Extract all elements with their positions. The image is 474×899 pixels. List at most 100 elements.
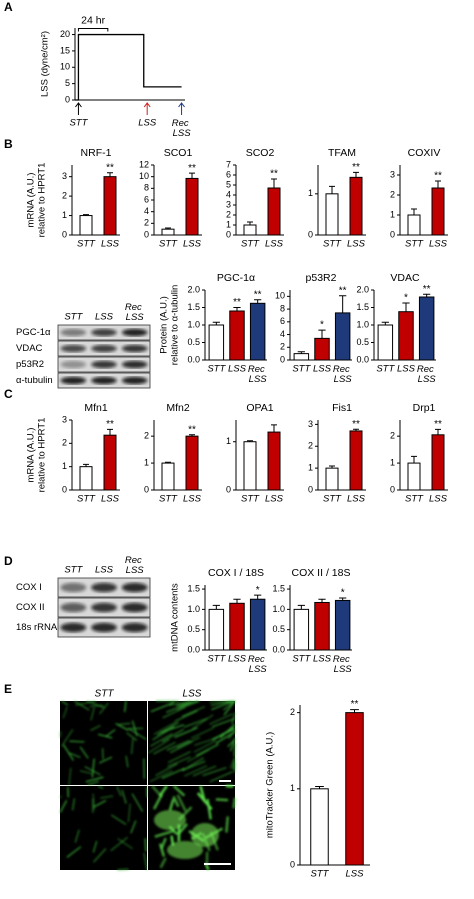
mito-strand xyxy=(131,738,134,755)
mito-strand xyxy=(100,795,114,799)
mito-strand xyxy=(74,829,80,843)
blot-row-label: PGC-1α xyxy=(16,327,51,338)
label-line: Rec xyxy=(333,364,353,375)
bar xyxy=(229,602,245,651)
error-bar xyxy=(435,180,441,188)
error-bar xyxy=(189,172,195,179)
axis xyxy=(74,28,185,101)
y-tick-label: 2.0 xyxy=(187,284,200,294)
mito-strand xyxy=(169,740,193,754)
blot-band xyxy=(91,602,117,613)
mito-strand xyxy=(79,746,89,759)
x-tick-label: STT xyxy=(323,239,342,250)
panel-label: B xyxy=(4,137,13,151)
mito-strand xyxy=(174,727,198,738)
error-bar xyxy=(83,463,89,467)
significance: ** xyxy=(106,419,114,430)
blot-band xyxy=(91,582,117,593)
mito-strand xyxy=(184,765,208,777)
bar xyxy=(345,712,364,866)
mito-strand xyxy=(181,706,206,717)
cell-glow xyxy=(167,841,203,859)
y-axis-label: relative to HPRT1 xyxy=(37,163,48,238)
x-tick-label: STT xyxy=(323,494,342,505)
mito-strand xyxy=(89,704,104,707)
mito-strand xyxy=(85,776,104,783)
mito-strand xyxy=(193,740,217,753)
label-line: LSS xyxy=(418,374,437,385)
y-tick-label: 2 xyxy=(290,707,295,717)
y-tick-label: 8 xyxy=(144,183,149,193)
bar xyxy=(243,441,257,491)
bar xyxy=(398,311,414,361)
bar xyxy=(185,435,199,491)
blot-band xyxy=(121,622,148,633)
mito-strand xyxy=(209,700,232,703)
y-tick-label: 0.5 xyxy=(187,624,200,634)
event-label: LSS xyxy=(138,118,157,129)
y-tick-label: 1.0 xyxy=(272,604,285,614)
y-tick-label: 10 xyxy=(139,171,149,181)
y-tick-label: 0 xyxy=(290,859,295,869)
y-tick-label: 15 xyxy=(60,45,70,55)
error-bar xyxy=(271,178,277,188)
y-tick-label: 0.5 xyxy=(272,624,285,634)
mito-strand xyxy=(174,710,198,722)
x-tick-label: LSS xyxy=(347,239,366,250)
error-bar xyxy=(254,299,262,304)
y-tick-label: 12 xyxy=(139,159,149,169)
mito-strand xyxy=(172,795,180,808)
blot-row-label: COX II xyxy=(16,602,45,613)
mito-strand xyxy=(229,737,236,752)
blot-band xyxy=(91,360,117,369)
y-tick-label: 1 xyxy=(62,461,67,471)
mito-strand xyxy=(167,756,191,768)
blot-band xyxy=(121,328,148,337)
x-tick-label: STT xyxy=(207,364,226,375)
blot-row-label: 18s rRNA xyxy=(16,622,58,633)
label-line: LSS xyxy=(249,664,268,675)
bar xyxy=(103,434,117,491)
mito-strand xyxy=(232,759,236,770)
mito-strand xyxy=(176,823,188,836)
y-tick-label: 7 xyxy=(226,159,231,169)
chart-title: p53R2 xyxy=(306,272,337,284)
mito-strand xyxy=(93,799,107,808)
significance: ** xyxy=(434,419,442,430)
significance: ** xyxy=(423,284,431,295)
error-bar xyxy=(339,597,347,601)
error-bar xyxy=(435,428,441,435)
mito-strand xyxy=(206,798,212,820)
mito-strand xyxy=(192,714,214,730)
y-tick-label: 1.5 xyxy=(272,583,285,593)
y-tick-label: 0 xyxy=(308,229,313,239)
mito-strand xyxy=(66,846,82,858)
mito-strand xyxy=(212,718,236,728)
blot-column: Rec LSS xyxy=(125,555,145,576)
significance: * xyxy=(320,320,324,331)
significance: ** xyxy=(434,171,442,182)
blot-column: Rec LSS xyxy=(125,302,145,323)
label-line: Rec xyxy=(125,302,145,313)
x-tick-label: LSS xyxy=(265,239,284,250)
mito-strand xyxy=(158,843,166,857)
significance: * xyxy=(404,293,408,304)
blot-band xyxy=(121,376,148,385)
y-tick-label: 1 xyxy=(62,210,67,220)
blot-band xyxy=(60,344,87,353)
mito-strand xyxy=(92,840,98,853)
blot-row-label: VDAC xyxy=(16,343,43,354)
bar xyxy=(325,193,339,236)
significance: ** xyxy=(188,163,196,174)
error-bar xyxy=(212,604,220,610)
mito-strand xyxy=(150,701,175,713)
label-line: LSS xyxy=(334,664,353,675)
error-bar xyxy=(315,786,324,789)
x-tick-label: LSS xyxy=(313,364,332,375)
error-bar xyxy=(318,598,326,603)
label-line: Rec xyxy=(248,364,268,375)
blot-band xyxy=(60,376,87,385)
mito-strand xyxy=(186,749,210,763)
mito-strand xyxy=(196,743,219,757)
x-tick-label: Rec LSS xyxy=(248,654,268,675)
